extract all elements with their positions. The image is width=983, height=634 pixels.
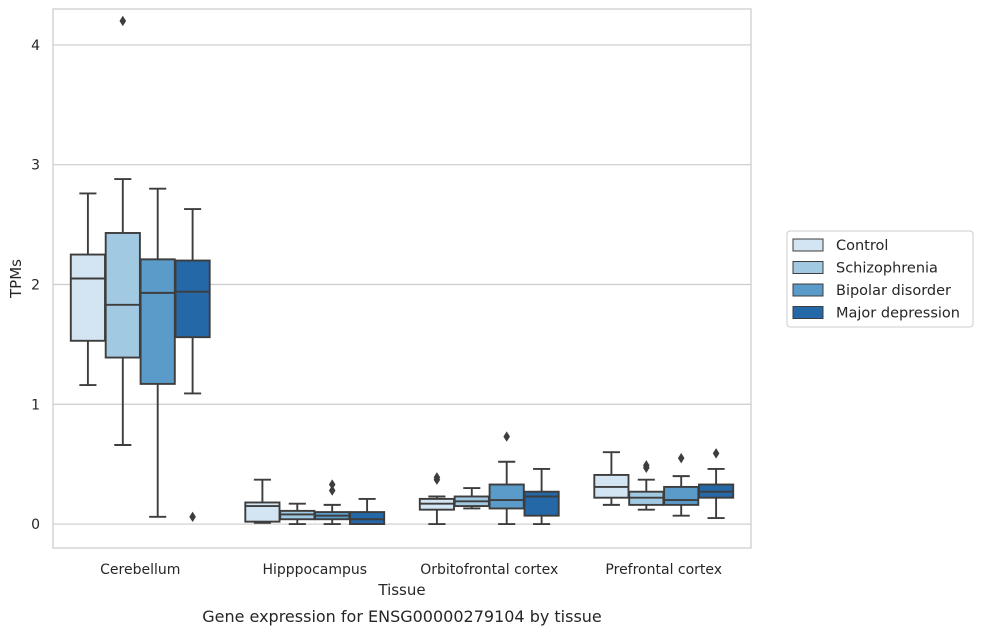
outlier-point <box>189 511 196 523</box>
box <box>453 487 490 510</box>
outlier-point <box>712 448 720 459</box>
legend-items: Control Schizophrenia Bipolar disorder Majo… <box>792 238 960 322</box>
box <box>314 479 351 525</box>
box <box>139 187 176 518</box>
legend-item: Major depression <box>792 306 960 322</box>
x-axis-label: Tissue <box>377 581 425 599</box>
legend-item: Bipolar disorder <box>792 283 951 299</box>
box <box>523 467 560 525</box>
outlier-point <box>328 485 336 496</box>
legend-label: Schizophrenia <box>836 261 938 277</box>
box-body <box>488 483 525 510</box>
box <box>244 478 281 524</box>
legend-swatch <box>792 306 824 319</box>
y-axis-ticks: 0 1 2 3 4 <box>31 38 40 533</box>
legend-frame <box>786 230 974 328</box>
box-series <box>69 15 735 525</box>
legend-item: Schizophrenia <box>792 261 938 277</box>
box <box>349 497 386 525</box>
outlier-point <box>643 460 650 471</box>
box <box>279 502 316 525</box>
x-tick-label: Hipppocampus <box>262 562 367 578</box>
box <box>488 431 525 525</box>
x-tick-label: Cerebellum <box>100 562 180 578</box>
y-axis-label: TPMs <box>7 259 25 299</box>
y-tick-label: 3 <box>31 158 40 174</box>
x-tick-label: Prefrontal cortex <box>605 562 722 578</box>
legend-label: Bipolar disorder <box>836 283 951 299</box>
legend-label: Control <box>836 238 888 254</box>
box <box>593 451 630 506</box>
legend-swatch <box>792 261 824 274</box>
outlier-point <box>119 15 127 27</box>
legend-swatch <box>792 238 824 252</box>
box-body <box>69 253 106 342</box>
y-tick-label: 0 <box>31 517 40 533</box>
x-tick-label: Orbitofrontal cortex <box>420 562 558 578</box>
box-body <box>104 232 141 359</box>
y-tick-label: 1 <box>31 397 40 413</box>
box <box>104 15 141 446</box>
box-body <box>174 259 211 339</box>
box-body <box>523 490 560 517</box>
y-tick-label: 4 <box>31 38 40 54</box>
box <box>69 192 106 387</box>
box <box>698 448 735 520</box>
series-bipolar-disorder <box>139 187 700 525</box>
outlier-point <box>503 431 510 442</box>
outlier-point <box>328 479 336 490</box>
plot-frame <box>52 8 752 549</box>
box-body <box>663 485 700 506</box>
x-axis-ticks: Cerebellum Hipppocampus Orbitofrontal cort… <box>100 562 722 578</box>
series-schizophrenia <box>104 15 665 525</box>
legend-swatch <box>792 283 824 297</box>
box <box>663 452 700 517</box>
legend-label: Major depression <box>836 306 960 322</box>
box <box>418 472 455 525</box>
chart-title: Gene expression for ENSG00000279104 by t… <box>202 607 602 626</box>
outlier-point <box>677 452 685 464</box>
legend: Control Schizophrenia Bipolar disorder Majo… <box>786 230 974 328</box>
box <box>174 208 211 523</box>
legend-item: Control <box>792 238 888 254</box>
outlier-point <box>433 472 441 483</box>
box-body <box>349 511 386 525</box>
series-major-depression <box>174 208 735 525</box>
box <box>628 460 665 511</box>
y-tick-label: 2 <box>31 277 40 293</box>
box-body <box>139 258 176 385</box>
